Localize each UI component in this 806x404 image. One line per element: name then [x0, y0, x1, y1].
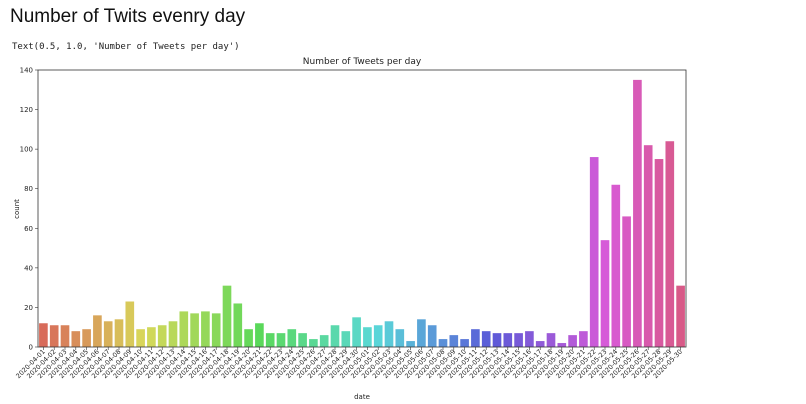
cell-output-text: Text(0.5, 1.0, 'Number of Tweets per day… — [12, 42, 240, 52]
page-heading: Number of Twits evenry day — [10, 6, 246, 27]
bar-2020-04-17 — [211, 313, 221, 347]
bar-2020-04-05 — [82, 329, 91, 347]
bar-2020-05-09 — [449, 335, 459, 347]
bar-2020-05-14 — [503, 333, 513, 347]
bar-2020-05-11 — [471, 329, 480, 347]
y-tick-label: 0 — [29, 344, 33, 352]
bar-2020-05-17 — [535, 341, 545, 347]
bar-2020-04-27 — [319, 335, 329, 347]
bar-2020-04-08 — [114, 319, 124, 347]
y-tick-label: 140 — [20, 67, 33, 75]
bar-2020-05-27 — [643, 145, 653, 347]
bar-2020-05-08 — [438, 339, 448, 347]
bar-2020-05-06 — [417, 319, 426, 347]
bar-2020-05-02 — [373, 325, 383, 347]
bar-2020-04-02 — [49, 325, 59, 347]
bar-2020-05-16 — [525, 331, 534, 347]
bar-2020-05-05 — [406, 341, 415, 347]
bar-2020-04-23 — [276, 333, 286, 347]
bar-2020-05-18 — [546, 333, 556, 347]
bar-2020-04-21 — [255, 323, 264, 347]
bar-2020-05-21 — [579, 331, 588, 347]
bar-2020-04-09 — [125, 301, 135, 347]
x-axis-label: date — [354, 393, 370, 401]
bar-2020-04-03 — [60, 325, 70, 347]
y-tick-label: 120 — [20, 106, 33, 114]
bar-2020-05-12 — [481, 331, 491, 347]
bar-2020-05-29 — [665, 141, 675, 347]
bar-2020-04-16 — [201, 311, 210, 347]
bar-2020-05-30 — [676, 285, 685, 347]
bar-2020-05-04 — [395, 329, 405, 347]
plot-frame — [37, 69, 687, 348]
bar-2020-04-18 — [222, 285, 232, 347]
y-tick-label: 40 — [24, 264, 33, 272]
y-tick-label: 60 — [24, 225, 33, 233]
bar-2020-04-12 — [157, 325, 167, 347]
bar-2020-04-14 — [179, 311, 189, 347]
bar-2020-04-29 — [341, 331, 351, 347]
bar-2020-05-28 — [654, 159, 664, 347]
bar-2020-04-07 — [103, 321, 113, 347]
bar-2020-05-10 — [460, 339, 469, 347]
bar-2020-04-04 — [71, 331, 81, 347]
bar-2020-05-15 — [514, 333, 523, 347]
bar-2020-05-23 — [600, 240, 610, 347]
bar-2020-04-06 — [93, 315, 102, 347]
bar-2020-05-25 — [622, 216, 631, 347]
bar-2020-05-22 — [589, 157, 599, 347]
bar-2020-05-19 — [557, 343, 567, 347]
bar-2020-05-07 — [427, 325, 437, 347]
bar-2020-04-01 — [39, 323, 48, 347]
bar-2020-05-03 — [384, 321, 394, 347]
bar-2020-04-19 — [233, 303, 243, 347]
y-tick-label: 20 — [24, 304, 33, 312]
bar-2020-04-25 — [298, 333, 307, 347]
bar-2020-04-30 — [352, 317, 361, 347]
bar-2020-04-26 — [309, 339, 318, 347]
y-tick-label: 100 — [20, 146, 33, 154]
bar-2020-04-15 — [190, 313, 199, 347]
bar-2020-04-11 — [147, 327, 156, 347]
bar-2020-04-22 — [265, 333, 275, 347]
chart-title: Number of Tweets per day — [303, 57, 422, 67]
bar-2020-04-13 — [168, 321, 178, 347]
bar-2020-05-01 — [363, 327, 372, 347]
y-tick-label: 80 — [24, 185, 33, 193]
bar-2020-04-20 — [244, 329, 253, 347]
bar-2020-04-10 — [136, 329, 145, 347]
bar-2020-05-26 — [633, 79, 642, 347]
bar-2020-04-24 — [287, 329, 297, 347]
bar-2020-05-13 — [492, 333, 502, 347]
y-axis-label: count — [13, 199, 21, 219]
bar-2020-05-20 — [568, 335, 577, 347]
bar-2020-04-28 — [330, 325, 340, 347]
bar-2020-05-24 — [611, 184, 621, 347]
